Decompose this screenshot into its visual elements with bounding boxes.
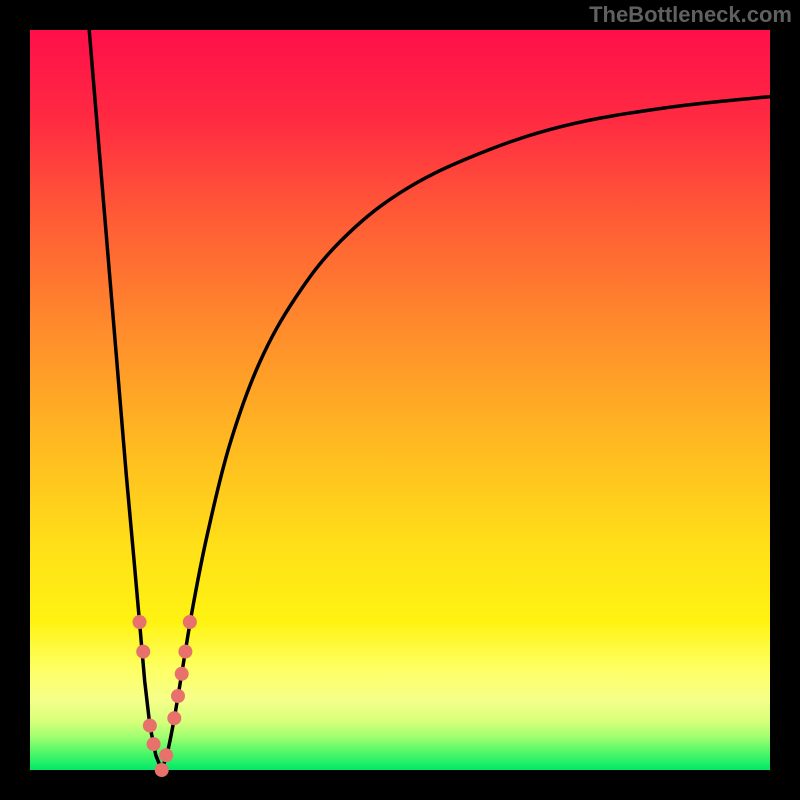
- data-marker: [159, 748, 173, 762]
- data-marker: [147, 737, 161, 751]
- chart-canvas: [0, 0, 800, 800]
- data-marker: [143, 719, 157, 733]
- data-marker: [183, 615, 197, 629]
- watermark-text: TheBottleneck.com: [589, 2, 792, 28]
- data-marker: [167, 711, 181, 725]
- data-marker: [155, 763, 169, 777]
- bottleneck-chart: TheBottleneck.com: [0, 0, 800, 800]
- data-marker: [178, 645, 192, 659]
- data-marker: [175, 667, 189, 681]
- data-marker: [133, 615, 147, 629]
- data-marker: [171, 689, 185, 703]
- data-marker: [136, 645, 150, 659]
